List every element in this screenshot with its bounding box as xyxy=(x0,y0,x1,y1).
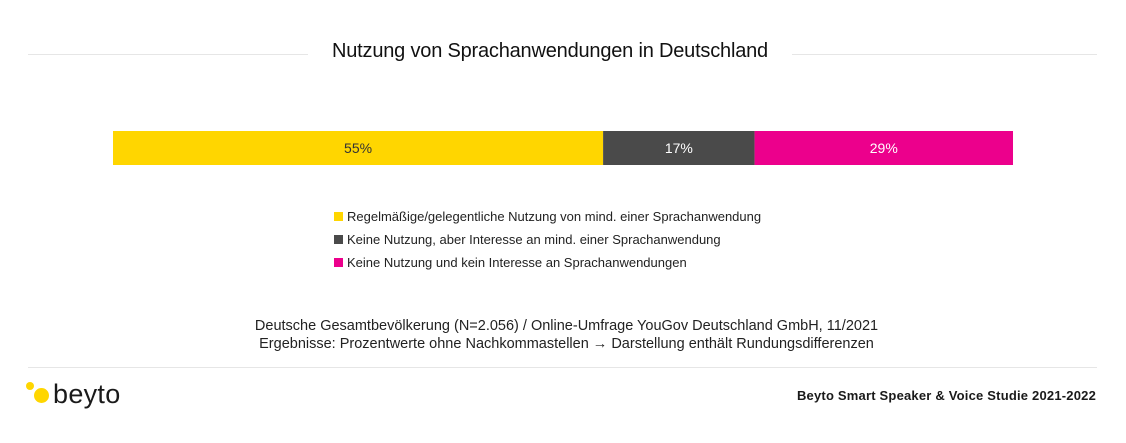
legend-item-2: Keine Nutzung, aber Interesse an mind. e… xyxy=(334,228,761,251)
bar-label-3: 29% xyxy=(870,140,898,156)
legend-label-1: Regelmäßige/gelegentliche Nutzung von mi… xyxy=(347,209,762,224)
bar-segment-3 xyxy=(754,131,1013,165)
source-line-1: Deutsche Gesamtbevölkerung (N=2.056) / O… xyxy=(254,318,879,334)
legend-label-2: Keine Nutzung, aber Interesse an mind. e… xyxy=(347,232,721,247)
beyto-logo: beyto xyxy=(26,378,138,412)
legend-swatch-3 xyxy=(334,258,343,267)
bar-segment-1 xyxy=(113,131,604,165)
chart-legend: Regelmäßige/gelegentliche Nutzung von mi… xyxy=(334,205,761,274)
legend-item-3: Keine Nutzung und kein Interesse an Spra… xyxy=(334,251,761,274)
logo-dot-big xyxy=(34,388,49,403)
footer-rule xyxy=(28,367,1097,368)
title-rule-right xyxy=(792,54,1097,55)
legend-swatch-1 xyxy=(334,212,343,221)
logo-wordmark: beyto xyxy=(53,379,121,409)
legend-label-3: Keine Nutzung und kein Interesse an Spra… xyxy=(347,255,687,270)
bar-label-1: 55% xyxy=(344,140,372,156)
legend-swatch-2 xyxy=(334,235,343,244)
stacked-bar-chart: 55% 17% 29% xyxy=(113,131,1013,165)
title-rule-left xyxy=(28,54,308,55)
source-line-2: Ergebnisse: Prozentwerte ohne Nachkommas… xyxy=(259,336,874,352)
legend-item-1: Regelmäßige/gelegentliche Nutzung von mi… xyxy=(334,205,761,228)
logo-dot-small xyxy=(26,382,34,390)
bar-segment-2 xyxy=(603,131,755,165)
study-name: Beyto Smart Speaker & Voice Studie 2021-… xyxy=(796,388,1096,403)
bar-label-2: 17% xyxy=(665,140,693,156)
chart-title: Nutzung von Sprachanwendungen in Deutsch… xyxy=(332,40,768,62)
source-note: Deutsche Gesamtbevölkerung (N=2.056) / O… xyxy=(0,317,1126,353)
